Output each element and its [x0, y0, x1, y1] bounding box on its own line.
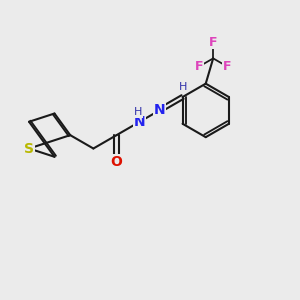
Text: N: N: [154, 103, 165, 117]
Text: F: F: [223, 60, 232, 73]
Text: F: F: [209, 35, 218, 49]
Text: S: S: [24, 142, 34, 155]
Text: O: O: [111, 155, 122, 169]
Text: F: F: [195, 60, 203, 73]
Text: H: H: [134, 107, 142, 117]
Text: H: H: [178, 82, 187, 92]
Text: N: N: [134, 115, 146, 129]
